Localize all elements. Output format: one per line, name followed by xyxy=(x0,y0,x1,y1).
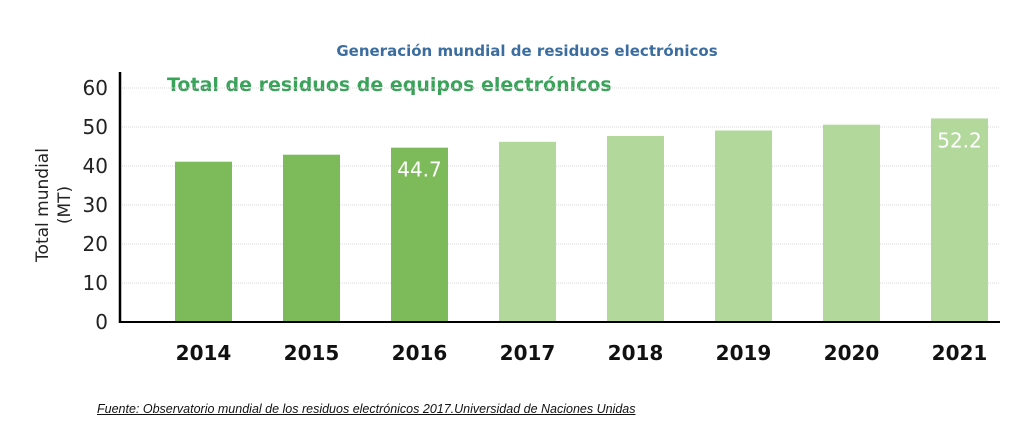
x-tick-label: 2019 xyxy=(716,341,772,365)
y-tick-label: 40 xyxy=(83,154,108,178)
x-tick-label: 2014 xyxy=(176,341,232,365)
bar-2018 xyxy=(607,135,664,322)
y-tick-label: 50 xyxy=(83,115,108,139)
x-tick-label: 2018 xyxy=(608,341,664,365)
y-axis-label-line1: Total mundial xyxy=(33,148,53,263)
x-tick-label: 2016 xyxy=(392,341,448,365)
y-tick-label: 60 xyxy=(83,76,108,100)
data-label-2021: 52.2 xyxy=(937,128,982,152)
bar-2020 xyxy=(823,124,880,322)
y-axis-label-line2: (MT) xyxy=(55,186,75,224)
x-tick-label: 2015 xyxy=(284,341,340,365)
x-tick-label: 2021 xyxy=(932,341,988,365)
y-tick-label: 10 xyxy=(83,271,108,295)
bar-2016 xyxy=(391,147,448,322)
y-tick-label: 20 xyxy=(83,232,108,256)
bar-2017 xyxy=(499,141,556,322)
chart-subtitle: Total de residuos de equipos electrónico… xyxy=(167,74,612,96)
y-axis-label: Total mundial (MT) xyxy=(33,148,75,263)
data-label-2016: 44.7 xyxy=(397,158,442,182)
bar-2019 xyxy=(715,130,772,322)
x-tick-label: 2020 xyxy=(824,341,880,365)
bar-2015 xyxy=(283,154,340,322)
source-note: Fuente: Observatorio mundial de los resi… xyxy=(97,402,636,416)
bar-2021 xyxy=(931,118,988,322)
x-tick-label: 2017 xyxy=(500,341,556,365)
bar-2014 xyxy=(175,161,232,322)
y-tick-label: 0 xyxy=(95,310,108,334)
chart-title: Generación mundial de residuos electróni… xyxy=(336,42,717,60)
y-tick-label: 30 xyxy=(83,193,108,217)
